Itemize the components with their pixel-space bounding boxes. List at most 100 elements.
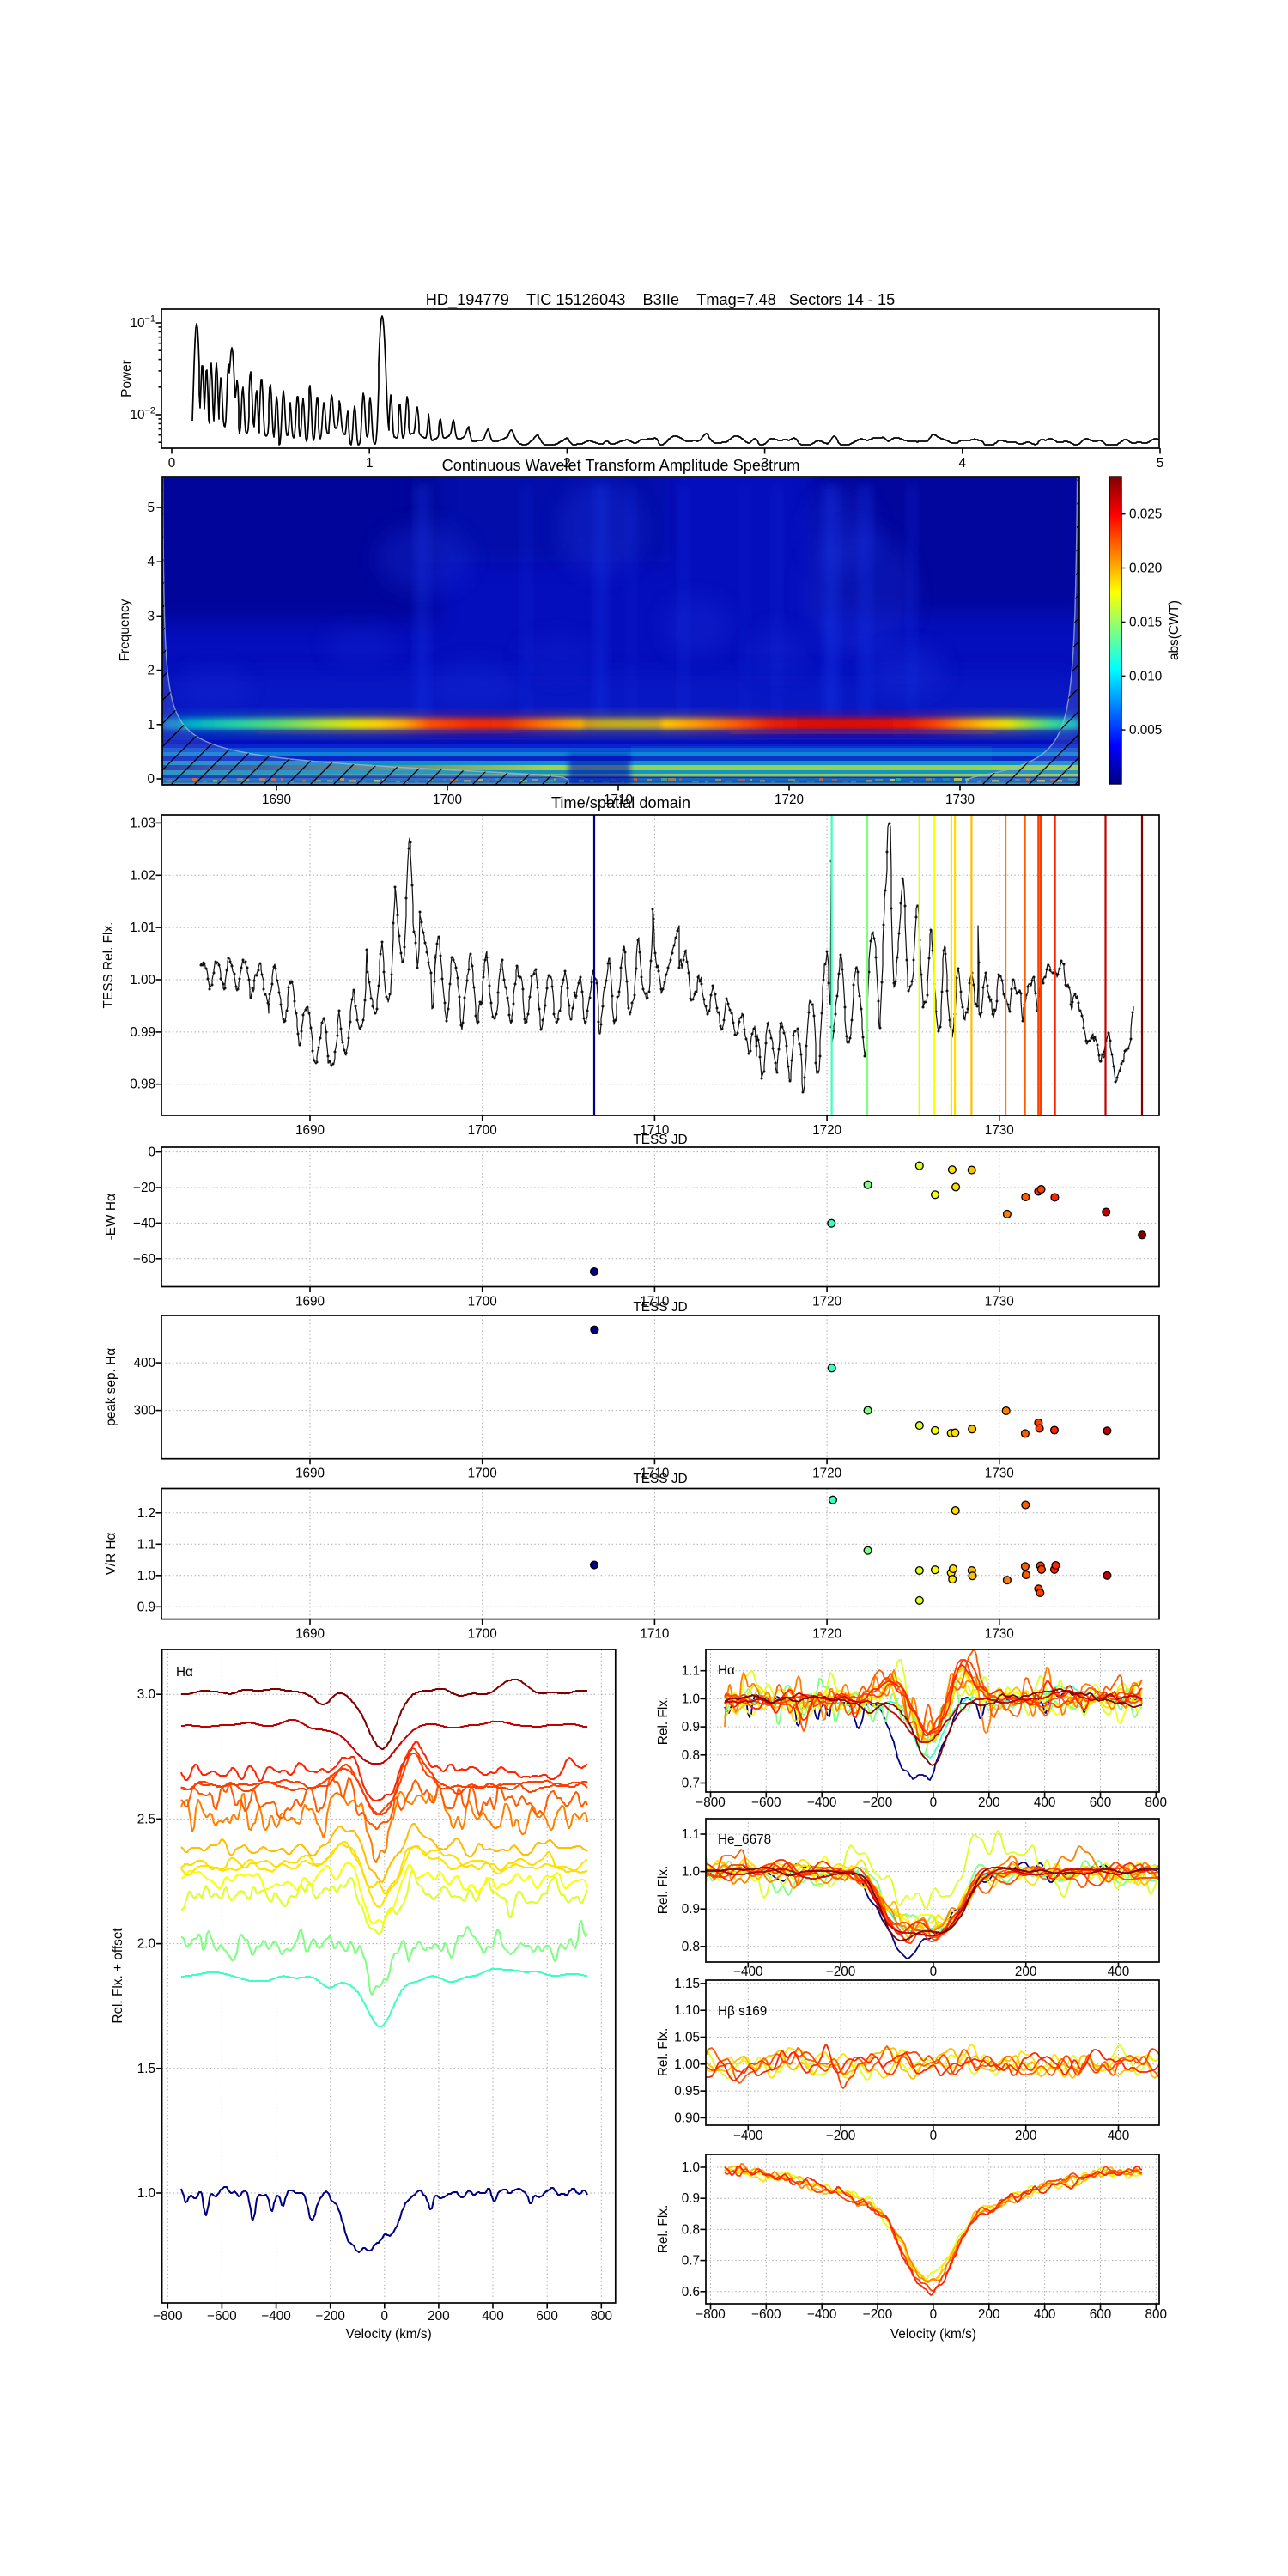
svg-text:−200: −200 xyxy=(826,1965,855,1979)
svg-text:1.0: 1.0 xyxy=(137,1569,155,1583)
svg-text:1730: 1730 xyxy=(985,1123,1014,1138)
svg-text:1730: 1730 xyxy=(985,1467,1014,1481)
svg-text:0: 0 xyxy=(381,2309,389,2324)
svg-text:1700: 1700 xyxy=(468,1123,497,1138)
svg-text:0: 0 xyxy=(930,2307,938,2322)
svg-text:4: 4 xyxy=(147,555,155,569)
svg-text:1690: 1690 xyxy=(295,1467,325,1481)
svg-text:He_6678: He_6678 xyxy=(718,1832,771,1847)
svg-text:0.95: 0.95 xyxy=(674,2084,700,2099)
svg-text:1730: 1730 xyxy=(945,793,975,807)
svg-text:0.99: 0.99 xyxy=(130,1025,155,1040)
svg-text:3: 3 xyxy=(147,609,155,623)
svg-text:peak sep. Hα: peak sep. Hα xyxy=(104,1348,118,1426)
svg-text:400: 400 xyxy=(1034,2307,1056,2322)
svg-text:−200: −200 xyxy=(863,1795,892,1810)
svg-text:Rel. Flx.: Rel. Flx. xyxy=(656,1697,671,1745)
svg-text:Frequency: Frequency xyxy=(118,598,132,661)
svg-text:Rel. Flx.: Rel. Flx. xyxy=(656,2028,671,2076)
svg-text:1.00: 1.00 xyxy=(674,2057,700,2072)
svg-text:3: 3 xyxy=(761,456,769,471)
svg-text:Continuous Wavelet Transform A: Continuous Wavelet Transform Amplitude S… xyxy=(442,457,800,474)
svg-text:abs(CWT): abs(CWT) xyxy=(1167,600,1182,660)
svg-text:0.010: 0.010 xyxy=(1129,669,1162,683)
svg-text:800: 800 xyxy=(591,2309,613,2324)
svg-text:1700: 1700 xyxy=(468,1627,497,1642)
svg-text:1690: 1690 xyxy=(295,1123,325,1138)
svg-text:1710: 1710 xyxy=(640,1123,669,1138)
svg-text:0.98: 0.98 xyxy=(130,1078,155,1092)
svg-text:1720: 1720 xyxy=(812,1467,841,1481)
svg-text:600: 600 xyxy=(1090,2307,1112,2322)
svg-text:0.9: 0.9 xyxy=(682,2191,700,2206)
svg-text:1.01: 1.01 xyxy=(130,920,155,935)
svg-text:1.0: 1.0 xyxy=(682,1865,700,1880)
svg-text:0.9: 0.9 xyxy=(682,1720,700,1735)
svg-text:400: 400 xyxy=(1108,2129,1130,2143)
svg-text:1.10: 1.10 xyxy=(674,2003,700,2018)
svg-text:−200: −200 xyxy=(315,2309,344,2324)
svg-text:400: 400 xyxy=(133,1356,155,1370)
svg-text:1700: 1700 xyxy=(468,1295,497,1309)
svg-text:V/R Hα: V/R Hα xyxy=(104,1532,118,1575)
svg-text:TESS Rel. Flx.: TESS Rel. Flx. xyxy=(101,922,116,1009)
svg-text:1730: 1730 xyxy=(985,1295,1014,1309)
svg-text:0.8: 0.8 xyxy=(682,1940,700,1954)
svg-text:200: 200 xyxy=(1015,2129,1037,2143)
svg-text:3.0: 3.0 xyxy=(137,1687,155,1702)
svg-text:Rel. Flx.: Rel. Flx. xyxy=(656,1866,671,1914)
svg-text:1690: 1690 xyxy=(295,1295,325,1309)
svg-text:1700: 1700 xyxy=(433,793,462,807)
svg-text:200: 200 xyxy=(978,2307,1000,2322)
svg-text:0.9: 0.9 xyxy=(682,1902,700,1917)
svg-text:1.2: 1.2 xyxy=(137,1506,155,1521)
svg-text:0: 0 xyxy=(168,456,176,471)
svg-text:1.03: 1.03 xyxy=(130,816,155,830)
svg-text:Velocity (km/s): Velocity (km/s) xyxy=(890,2327,976,2342)
svg-text:1.0: 1.0 xyxy=(682,1692,700,1706)
svg-text:−800: −800 xyxy=(696,1795,725,1810)
svg-text:1690: 1690 xyxy=(295,1627,325,1642)
svg-text:1: 1 xyxy=(147,718,155,732)
svg-text:−400: −400 xyxy=(807,1795,836,1810)
svg-text:1.02: 1.02 xyxy=(130,868,155,883)
svg-text:1710: 1710 xyxy=(640,1467,669,1481)
svg-text:−20: −20 xyxy=(133,1181,155,1195)
svg-text:0.8: 0.8 xyxy=(682,1748,700,1763)
svg-text:−400: −400 xyxy=(807,2307,836,2322)
svg-text:1720: 1720 xyxy=(812,1627,841,1642)
svg-text:0.025: 0.025 xyxy=(1129,507,1162,522)
svg-text:200: 200 xyxy=(978,1795,1000,1810)
svg-text:Velocity (km/s): Velocity (km/s) xyxy=(346,2327,432,2342)
svg-text:1710: 1710 xyxy=(640,1627,669,1642)
svg-text:5: 5 xyxy=(1157,456,1164,471)
svg-text:TESS JD: TESS JD xyxy=(633,1300,687,1315)
svg-text:1.00: 1.00 xyxy=(130,973,155,987)
svg-text:400: 400 xyxy=(1034,1795,1056,1810)
svg-text:TESS JD: TESS JD xyxy=(633,1472,687,1486)
svg-text:0: 0 xyxy=(930,1795,938,1810)
svg-text:0.6: 0.6 xyxy=(682,2285,700,2300)
svg-text:TESS JD: TESS JD xyxy=(633,1133,687,1147)
svg-text:0: 0 xyxy=(930,2129,938,2143)
svg-text:−600: −600 xyxy=(751,2307,781,2322)
svg-text:0.015: 0.015 xyxy=(1129,615,1162,629)
svg-text:1710: 1710 xyxy=(604,793,633,807)
svg-text:−600: −600 xyxy=(207,2309,236,2324)
svg-text:200: 200 xyxy=(428,2309,450,2324)
svg-text:−400: −400 xyxy=(733,2129,762,2143)
svg-text:0: 0 xyxy=(930,1965,938,1979)
svg-text:1.05: 1.05 xyxy=(674,2031,700,2045)
svg-text:1: 1 xyxy=(366,456,374,471)
svg-text:1700: 1700 xyxy=(468,1467,497,1481)
svg-text:2.5: 2.5 xyxy=(137,1812,155,1826)
svg-text:0: 0 xyxy=(147,772,155,787)
svg-text:0.005: 0.005 xyxy=(1129,723,1162,738)
svg-text:Rel. Flx.: Rel. Flx. xyxy=(656,2205,671,2253)
svg-text:0.7: 0.7 xyxy=(682,2254,700,2269)
svg-text:1730: 1730 xyxy=(985,1627,1014,1642)
svg-text:-EW Hα: -EW Hα xyxy=(104,1194,118,1240)
svg-text:400: 400 xyxy=(1108,1965,1130,1979)
svg-text:−200: −200 xyxy=(826,2129,855,2143)
svg-text:2: 2 xyxy=(147,664,155,678)
